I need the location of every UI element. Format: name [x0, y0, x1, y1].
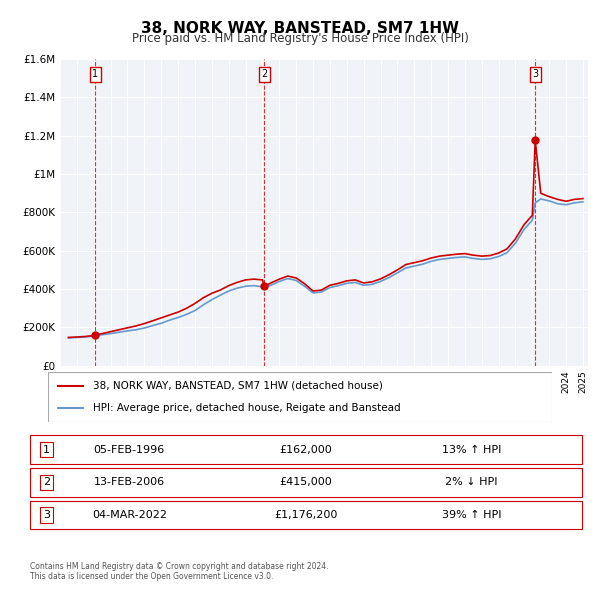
Text: Price paid vs. HM Land Registry's House Price Index (HPI): Price paid vs. HM Land Registry's House …	[131, 32, 469, 45]
Text: 1: 1	[92, 70, 98, 79]
Text: 04-MAR-2022: 04-MAR-2022	[92, 510, 167, 520]
Text: 39% ↑ HPI: 39% ↑ HPI	[442, 510, 502, 520]
FancyBboxPatch shape	[30, 501, 582, 529]
Text: HPI: Average price, detached house, Reigate and Banstead: HPI: Average price, detached house, Reig…	[94, 403, 401, 413]
Text: Contains HM Land Registry data © Crown copyright and database right 2024.
This d: Contains HM Land Registry data © Crown c…	[30, 562, 329, 581]
Text: £162,000: £162,000	[280, 445, 332, 454]
Text: 3: 3	[532, 70, 538, 79]
Text: £415,000: £415,000	[280, 477, 332, 487]
Text: 38, NORK WAY, BANSTEAD, SM7 1HW: 38, NORK WAY, BANSTEAD, SM7 1HW	[141, 21, 459, 35]
Text: 2: 2	[43, 477, 50, 487]
Text: 1: 1	[43, 445, 50, 454]
Text: 05-FEB-1996: 05-FEB-1996	[94, 445, 165, 454]
FancyBboxPatch shape	[30, 468, 582, 497]
Text: 2: 2	[262, 70, 268, 79]
Text: 2% ↓ HPI: 2% ↓ HPI	[445, 477, 498, 487]
Text: 3: 3	[43, 510, 50, 520]
Text: £1,176,200: £1,176,200	[274, 510, 338, 520]
Text: 13-FEB-2006: 13-FEB-2006	[94, 477, 165, 487]
FancyBboxPatch shape	[48, 372, 552, 422]
Text: 38, NORK WAY, BANSTEAD, SM7 1HW (detached house): 38, NORK WAY, BANSTEAD, SM7 1HW (detache…	[94, 381, 383, 391]
FancyBboxPatch shape	[30, 435, 582, 464]
Text: 13% ↑ HPI: 13% ↑ HPI	[442, 445, 501, 454]
